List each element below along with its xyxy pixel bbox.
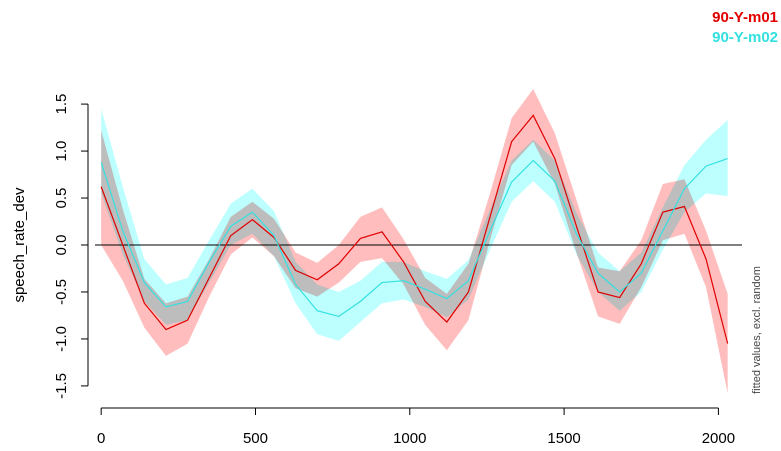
legend: 90-Y-m01 90-Y-m02 [712, 9, 778, 46]
confidence-band-90-Y-m01 [101, 89, 727, 393]
x-tick-label: 0 [97, 430, 105, 447]
fitted-values-note: fitted values, excl. random [751, 266, 763, 394]
y-tick-label: -1.0 [53, 326, 70, 352]
y-tick-label: 0.0 [53, 235, 70, 256]
y-tick-label: 1.5 [53, 94, 70, 115]
y-tick-label: 1.0 [53, 141, 70, 162]
x-tick-label: 2000 [702, 430, 735, 447]
x-tick-label: 1500 [547, 430, 580, 447]
x-axis: 0 500 1000 1500 2000 [97, 408, 735, 447]
x-tick-label: 500 [243, 430, 268, 447]
y-axis-title: speech_rate_dev [11, 187, 28, 303]
legend-entry-90-Y-m01: 90-Y-m01 [712, 9, 778, 26]
confidence-bands [101, 89, 727, 393]
y-tick-label: -0.5 [53, 279, 70, 305]
legend-entry-90-Y-m02: 90-Y-m02 [712, 29, 778, 46]
x-tick-label: 1000 [393, 430, 426, 447]
y-axis: -1.5 -1.0 -0.5 0.0 0.5 1.0 1.5 [53, 94, 88, 399]
y-tick-label: 0.5 [53, 188, 70, 209]
y-tick-label: -1.5 [53, 373, 70, 399]
